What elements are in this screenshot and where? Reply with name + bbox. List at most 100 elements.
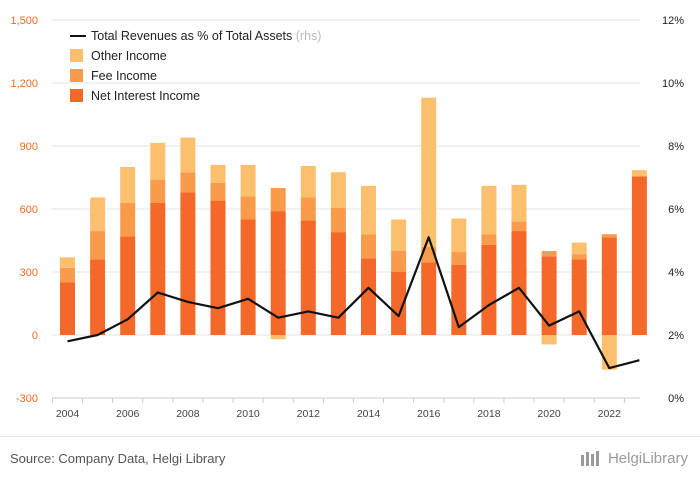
legend-swatch-fee: [70, 69, 83, 82]
bar-net-interest-income: [60, 282, 75, 335]
bar-net-interest-income: [601, 237, 617, 335]
bar-other-income: [631, 170, 647, 177]
bar-net-interest-income: [90, 259, 106, 335]
x-tick-label: 2016: [417, 408, 441, 420]
bar-net-interest-income: [391, 272, 407, 335]
bar-other-income: [180, 137, 196, 173]
x-tick-label: 2008: [176, 408, 200, 420]
y-left-tick-label: 600: [20, 204, 38, 216]
bar-net-interest-income: [300, 220, 316, 335]
bar-fee-income: [571, 254, 587, 260]
bar-other-income: [571, 242, 587, 255]
gridlines: [52, 19, 640, 399]
bar-fee-income: [361, 234, 376, 259]
y-right-tick-label: 0%: [668, 393, 684, 405]
bar-other-income-negative: [270, 335, 286, 340]
bar-net-interest-income: [120, 236, 136, 335]
bar-other-income: [361, 185, 376, 235]
bar-other-income: [391, 219, 407, 251]
x-tick-label: 2012: [297, 408, 321, 420]
bar-other-income: [210, 164, 226, 183]
bar-net-interest-income: [421, 262, 437, 335]
library-icon: [580, 451, 599, 466]
bar-other-income: [150, 142, 166, 180]
bar-fee-income: [120, 202, 136, 237]
y-right-tick-label: 2%: [668, 330, 684, 342]
bar-other-income: [120, 167, 136, 203]
bar-other-income: [330, 172, 346, 208]
bar-net-interest-income: [571, 259, 587, 335]
y-right-tick-label: 12%: [662, 15, 684, 27]
revenue-ratio-line: [67, 236, 640, 370]
legend-label-other: Other Income: [91, 49, 167, 63]
bar-fee-income: [601, 234, 617, 238]
bar-other-income: [481, 185, 497, 235]
y-right-tick-label: 4%: [668, 267, 684, 279]
line-total-revenues-pct-assets: [67, 236, 640, 370]
bar-other-income-negative: [541, 335, 557, 345]
bar-fee-income: [330, 207, 346, 233]
bar-fee-income: [481, 234, 497, 245]
bar-fee-income: [210, 182, 226, 201]
legend-label-nii: Net Interest Income: [91, 89, 200, 103]
bar-fee-income: [541, 251, 557, 257]
bar-other-income: [421, 97, 437, 247]
bar-other-income: [451, 218, 467, 253]
bar-other-income: [300, 165, 316, 198]
bar-other-income: [511, 184, 527, 222]
bar-other-income-negative: [601, 335, 617, 370]
x-tick-label: 2022: [598, 408, 622, 420]
legend-label-fee: Fee Income: [91, 69, 157, 83]
bar-net-interest-income: [330, 232, 346, 335]
y-left-tick-label: 0: [32, 330, 38, 342]
y-left-tick-label: 300: [20, 267, 38, 279]
bar-fee-income: [90, 231, 106, 260]
bar-net-interest-income: [631, 176, 647, 335]
y-left-tick-label: 1,500: [10, 15, 38, 27]
x-tick-label: 2010: [236, 408, 260, 420]
bar-fee-income: [60, 267, 75, 283]
x-tick-label: 2018: [477, 408, 501, 420]
bar-fee-income: [180, 172, 196, 193]
bar-other-income: [60, 257, 75, 268]
bar-fee-income: [270, 188, 286, 212]
chart: -300 0% 0 2% 300 4% 600 6% 900 8% 1,200 10% 1,500 12%…: [10, 15, 684, 420]
bar-net-interest-income: [150, 202, 166, 335]
bar-other-income: [90, 197, 106, 232]
y-left-tick-label: 900: [20, 141, 38, 153]
legend: Total Revenues as % of Total Assets (rhs…: [70, 29, 321, 103]
bar-fee-income: [391, 251, 407, 272]
y-left-tick-label: 1,200: [10, 78, 38, 90]
y-right-tick-label: 10%: [662, 78, 684, 90]
x-tick-label: 2006: [116, 408, 140, 420]
y-left-tick-label: -300: [16, 393, 38, 405]
bar-net-interest-income: [270, 211, 286, 335]
bar-net-interest-income: [481, 244, 497, 335]
axes: -300 0% 0 2% 300 4% 600 6% 900 8% 1,200 10% 1,500 12%…: [10, 15, 684, 420]
legend-swatch-other: [70, 49, 83, 62]
bar-net-interest-income: [511, 231, 527, 335]
bar-net-interest-income: [210, 200, 226, 335]
bar-fee-income: [240, 196, 256, 220]
x-tick-label: 2020: [537, 408, 561, 420]
bar-net-interest-income: [541, 256, 557, 335]
bar-fee-income: [451, 252, 467, 265]
bar-net-interest-income: [240, 219, 256, 335]
legend-line-label: Total Revenues as % of Total Assets (rhs…: [91, 29, 321, 43]
x-tick-label: 2004: [56, 408, 80, 420]
bar-net-interest-income: [361, 258, 376, 335]
brand-name: HelgiLibrary: [607, 449, 688, 467]
source-text: Source: Company Data, Helgi Library: [10, 451, 226, 466]
bar-net-interest-income: [180, 192, 196, 335]
x-tick-label: 2014: [357, 408, 381, 420]
bar-other-income: [240, 164, 256, 197]
brand-logo: HelgiLibrary: [580, 449, 688, 467]
footer: Source: Company Data, Helgi Library Helg…: [0, 436, 700, 484]
bar-fee-income: [300, 197, 316, 221]
bars: [60, 97, 647, 370]
bar-fee-income: [150, 179, 166, 203]
legend-swatch-nii: [70, 89, 83, 102]
y-right-tick-label: 6%: [668, 204, 684, 216]
y-right-tick-label: 8%: [668, 141, 684, 153]
bar-fee-income: [511, 221, 527, 232]
